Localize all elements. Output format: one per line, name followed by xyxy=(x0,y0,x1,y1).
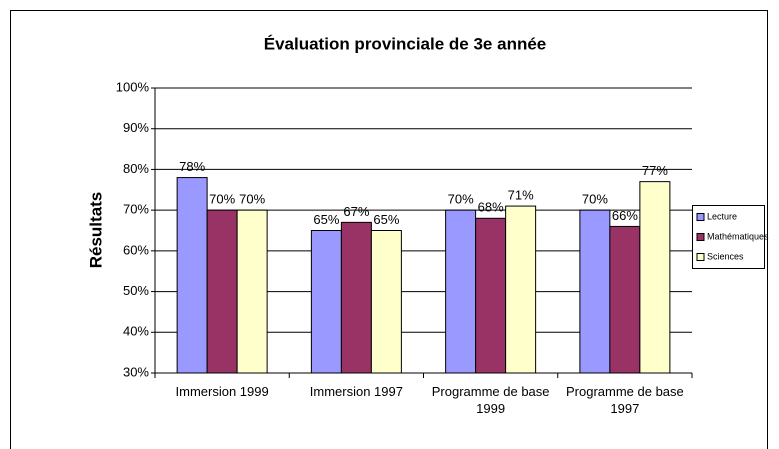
data-label: 68% xyxy=(478,200,504,215)
bar xyxy=(310,230,342,374)
legend-label: Mathématiques xyxy=(707,231,769,241)
bar xyxy=(176,177,208,374)
y-tick-label: 30% xyxy=(123,364,149,379)
x-tick-label: Programme de base 1999 xyxy=(431,384,550,416)
chart-title: Évaluation provinciale de 3e année xyxy=(264,34,547,53)
bar xyxy=(236,209,268,374)
data-label: 77% xyxy=(642,163,668,178)
y-tick-label: 50% xyxy=(123,283,149,298)
bar xyxy=(579,209,611,374)
data-label: 65% xyxy=(373,212,399,227)
data-label: 70% xyxy=(582,192,608,207)
y-tick-label: 60% xyxy=(123,242,149,257)
y-tick-label: 40% xyxy=(123,324,149,339)
legend-swatch xyxy=(696,253,705,261)
y-tick-label: 70% xyxy=(123,202,149,217)
data-label: 66% xyxy=(612,208,638,223)
bar xyxy=(340,221,372,374)
bar xyxy=(639,181,671,374)
bar xyxy=(370,230,402,374)
x-tick-label: Programme de base 1997 xyxy=(565,384,684,416)
x-tick-label: Immersion 1997 xyxy=(309,384,403,399)
data-label: 67% xyxy=(343,204,369,219)
legend-swatch xyxy=(696,233,705,241)
bar xyxy=(505,205,537,374)
data-label: 78% xyxy=(179,159,205,174)
legend-swatch xyxy=(696,213,705,221)
chart-border xyxy=(10,10,768,449)
bar xyxy=(206,209,238,374)
data-label: 70% xyxy=(209,192,235,207)
y-axis-label: Résultats xyxy=(86,192,105,269)
bar xyxy=(445,209,477,374)
bar xyxy=(609,225,641,374)
data-label: 65% xyxy=(313,212,339,227)
y-tick-label: 80% xyxy=(123,161,149,176)
data-label: 70% xyxy=(448,192,474,207)
bar xyxy=(475,217,507,374)
legend-label: Lecture xyxy=(707,211,737,221)
data-label: 71% xyxy=(508,188,534,203)
x-tick-label: Immersion 1999 xyxy=(175,384,269,399)
y-tick-label: 90% xyxy=(123,120,149,135)
data-label: 70% xyxy=(239,192,265,207)
legend-label: Sciences xyxy=(707,251,744,261)
y-tick-label: 100% xyxy=(116,79,150,94)
